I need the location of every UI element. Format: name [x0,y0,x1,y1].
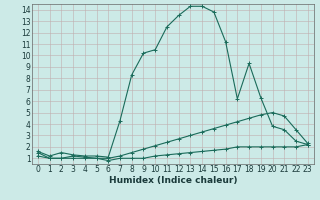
X-axis label: Humidex (Indice chaleur): Humidex (Indice chaleur) [108,176,237,185]
